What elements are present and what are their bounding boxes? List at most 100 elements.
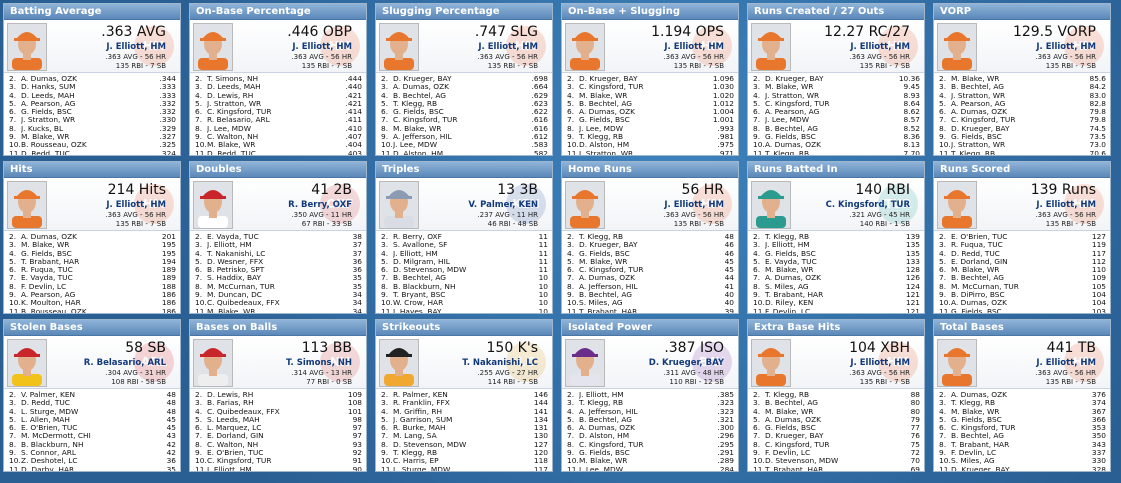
leader-name[interactable]: J. Elliott, HM: [292, 42, 352, 52]
leader-list-row[interactable]: 2. D. Krueger, BAY .698: [381, 74, 548, 83]
leader-list-row[interactable]: 2. T. Simons, NH .444: [195, 74, 362, 83]
leader-list-row[interactable]: 9. G. Fields, BSC .291: [567, 448, 734, 457]
player-photo[interactable]: [751, 181, 791, 229]
leader-list-row[interactable]: 4. M. Griffin, RH 141: [381, 407, 548, 416]
leader-list-row[interactable]: 4. G. Fields, BSC 135: [753, 249, 920, 258]
leader-list-row[interactable]: 8. C. Kingsford, TUR .295: [567, 440, 734, 449]
leader-list-row[interactable]: 11. J. Elliott, HM 90: [195, 465, 362, 471]
leader-list-row[interactable]: 10. D. Alston, HM .975: [567, 141, 734, 150]
leader-list-row[interactable]: 6. M. Blake, WR 128: [753, 265, 920, 274]
leader-list-row[interactable]: 9. F. Devlin, LC 72: [753, 448, 920, 457]
leader-list-row[interactable]: 2. V. Palmer, KEN 48: [9, 390, 176, 399]
leader-list-row[interactable]: 4. T. Nakanishi, LC 37: [195, 249, 362, 258]
leader-list-row[interactable]: 7. C. Kingsford, TUR 79.8: [939, 116, 1106, 125]
leader-list-row[interactable]: 3. B. Farias, RH 108: [195, 398, 362, 407]
leader-list-row[interactable]: 4. D. Lewis, RH .421: [195, 91, 362, 100]
leader-list-row[interactable]: 11. D. Alston, HM .582: [381, 149, 548, 155]
player-photo[interactable]: [937, 339, 977, 387]
leader-list-row[interactable]: 7. M. McDermott, CHI 43: [9, 432, 176, 441]
leader-card-extra-base-hits[interactable]: Extra Base Hits HM 104 XBH J. Elliott, HM .3…: [747, 319, 925, 472]
leader-list-row[interactable]: 8. S. Miles, AG 124: [753, 282, 920, 291]
leader-list-row[interactable]: 11. G. Fields, BSC 103: [939, 307, 1106, 313]
leader-name[interactable]: C. Kingsford, TUR: [825, 200, 910, 210]
leader-list-row[interactable]: 9. M. Duncan, DC 34: [195, 290, 362, 299]
leader-list-row[interactable]: 10. W. Crow, HAR 10: [381, 299, 548, 308]
leader-list-row[interactable]: 5. M. Blake, WR 45: [567, 257, 734, 266]
player-photo[interactable]: [7, 23, 47, 71]
leader-name[interactable]: J. Elliott, HM: [664, 42, 724, 52]
leader-list-row[interactable]: 2. D. Krueger, BAY 1.096: [567, 74, 734, 83]
leader-list-row[interactable]: 11. J. Lee, MDW .284: [567, 465, 734, 471]
leader-list-row[interactable]: 2. A. Dumas, OZK .344: [9, 74, 176, 83]
leader-list-row[interactable]: 4. M. Blake, WR 80: [753, 407, 920, 416]
leader-card-stolen-bases[interactable]: Stolen Bases ARL 58 SB R. Belasario, ARL .30…: [3, 319, 181, 472]
leader-list-row[interactable]: 5. A. Dumas, OZK 79: [753, 415, 920, 424]
leader-list-row[interactable]: 6. A. Dumas, OZK 79.8: [939, 107, 1106, 116]
leader-list-row[interactable]: 5. J. Garrison, SUM 134: [381, 415, 548, 424]
leader-card-triples[interactable]: Triples KEN 13 3B V. Palmer, KEN .237 AVG - …: [375, 161, 553, 314]
player-photo[interactable]: [7, 339, 47, 387]
leader-list-row[interactable]: 5. B. Bechtel, AG .321: [567, 415, 734, 424]
leader-list-row[interactable]: 8. F. Devlin, LC 188: [9, 282, 176, 291]
leader-list-row[interactable]: 4. M. Blake, WR 367: [939, 407, 1106, 416]
leader-list-row[interactable]: 11. D. Darby, HAR 35: [9, 465, 176, 471]
leader-panel[interactable]: HM 129.5 VORP J. Elliott, HM .363 AVG - 56 …: [934, 20, 1110, 73]
leader-list-row[interactable]: 7. A. Dumas, OZK 126: [753, 274, 920, 283]
leader-list-row[interactable]: 9. E. O'Brien, TUC 92: [195, 448, 362, 457]
leader-card-total-bases[interactable]: Total Bases HM 441 TB J. Elliott, HM .363 AV…: [933, 319, 1111, 472]
leader-list-row[interactable]: 3. M. Blake, WR 9.45: [753, 82, 920, 91]
player-photo[interactable]: [193, 181, 233, 229]
leader-list-row[interactable]: 11. T. Klegg, RB 7.70: [753, 149, 920, 155]
leader-list-row[interactable]: 3. R. Franklin, FFX 144: [381, 398, 548, 407]
leader-list-row[interactable]: 9. G. Fields, BSC 8.36: [753, 132, 920, 141]
leader-list-row[interactable]: 6. C. Kingsford, TUR .414: [195, 107, 362, 116]
leader-list-row[interactable]: 5. A. Pearson, AG 82.8: [939, 99, 1106, 108]
leader-panel[interactable]: KEN 13 3B V. Palmer, KEN .237 AVG - 11 HR 46…: [376, 178, 552, 231]
leader-list-row[interactable]: 9. C. Walton, NH .407: [195, 132, 362, 141]
leader-card-strikeouts[interactable]: Strikeouts LC 150 K's T. Nakanishi, LC .255 …: [375, 319, 553, 472]
leader-list-row[interactable]: 7. B. Bechtel, AG 10: [381, 274, 548, 283]
leader-list-row[interactable]: 4. G. Fields, BSC 195: [9, 249, 176, 258]
leader-card-vorp[interactable]: VORP HM 129.5 VORP J. Elliott, HM .363 AVG -…: [933, 3, 1111, 156]
leader-list-row[interactable]: 11. L. Sturge, MDW 117: [381, 465, 548, 471]
leader-list-row[interactable]: 7. R. Belasario, ARL .411: [195, 116, 362, 125]
leader-list-row[interactable]: 5. E. Vayda, TUC 133: [753, 257, 920, 266]
leader-panel[interactable]: ARL 58 SB R. Belasario, ARL .304 AVG - 31 H…: [4, 336, 180, 389]
leader-list-row[interactable]: 5. G. Fields, BSC 366: [939, 415, 1106, 424]
leader-panel[interactable]: HM 1.194 OPS J. Elliott, HM .363 AVG - 56 H…: [562, 20, 738, 73]
player-photo[interactable]: [937, 23, 977, 71]
leader-list-row[interactable]: 6. M. Blake, WR 110: [939, 265, 1106, 274]
leader-list-row[interactable]: 11. J. Hayes, BAY 10: [381, 307, 548, 313]
leader-list-row[interactable]: 10. D. Stevenson, MDW 70: [753, 457, 920, 466]
player-photo[interactable]: [379, 181, 419, 229]
leader-list-row[interactable]: 6. R. Fuqua, TUC 189: [9, 265, 176, 274]
leader-list-row[interactable]: 10. C. Kingsford, TUR 91: [195, 457, 362, 466]
leader-list-row[interactable]: 9. T. Bryant, BSC 10: [381, 290, 548, 299]
leader-list-row[interactable]: 6. G. Fields, BSC 77: [753, 423, 920, 432]
leader-list-row[interactable]: 7. C. Kingsford, TUR .616: [381, 116, 548, 125]
leader-list-row[interactable]: 8. A. Jefferson, HIL 41: [567, 282, 734, 291]
leader-list-row[interactable]: 7. E. Dorland, GIN 97: [195, 432, 362, 441]
leader-list-row[interactable]: 8. C. Kingsford, TUR 75: [753, 440, 920, 449]
leader-list-row[interactable]: 3. T. Klegg, RB 374: [939, 398, 1106, 407]
leader-list-row[interactable]: 6. C. Kingsford, TUR 45: [567, 265, 734, 274]
player-photo[interactable]: [751, 23, 791, 71]
leader-list-row[interactable]: 2. R. Berry, OXF 11: [381, 232, 548, 241]
leader-list-row[interactable]: 8. M. McCurnan, TUR 105: [939, 282, 1106, 291]
player-photo[interactable]: [193, 23, 233, 71]
leader-list-row[interactable]: 3. M. Blake, WR 195: [9, 240, 176, 249]
leader-list-row[interactable]: 5. L. Allen, MAH 45: [9, 415, 176, 424]
leader-list-row[interactable]: 5. D. Milgram, HIL 11: [381, 257, 548, 266]
leader-list-row[interactable]: 4. J. Stratton, WR 8.93: [753, 91, 920, 100]
leader-card-runs-scored[interactable]: Runs Scored HM 139 Runs J. Elliott, HM .363 …: [933, 161, 1111, 314]
leader-list-row[interactable]: 9. F. Devlin, LC 337: [939, 448, 1106, 457]
leader-list-row[interactable]: 3. B. Bechtel, AG 80: [753, 398, 920, 407]
leader-list-row[interactable]: 2. T. Klegg, RB 48: [567, 232, 734, 241]
leader-list-row[interactable]: 3. J. Elliott, HM 135: [753, 240, 920, 249]
leader-list-row[interactable]: 7. J. Lee, MDW 8.57: [753, 116, 920, 125]
leader-list-row[interactable]: 10. A. Dumas, OZK 8.13: [753, 141, 920, 150]
leader-list-row[interactable]: 10. M. Blake, WR .404: [195, 141, 362, 150]
leader-list-row[interactable]: 8. D. Krueger, BAY 74.5: [939, 124, 1106, 133]
leader-card-runs-batted-in[interactable]: Runs Batted In TUR 140 RBI C. Kingsford, TU…: [747, 161, 925, 314]
leader-list-row[interactable]: 11. M. Blake, WR 34: [195, 307, 362, 313]
